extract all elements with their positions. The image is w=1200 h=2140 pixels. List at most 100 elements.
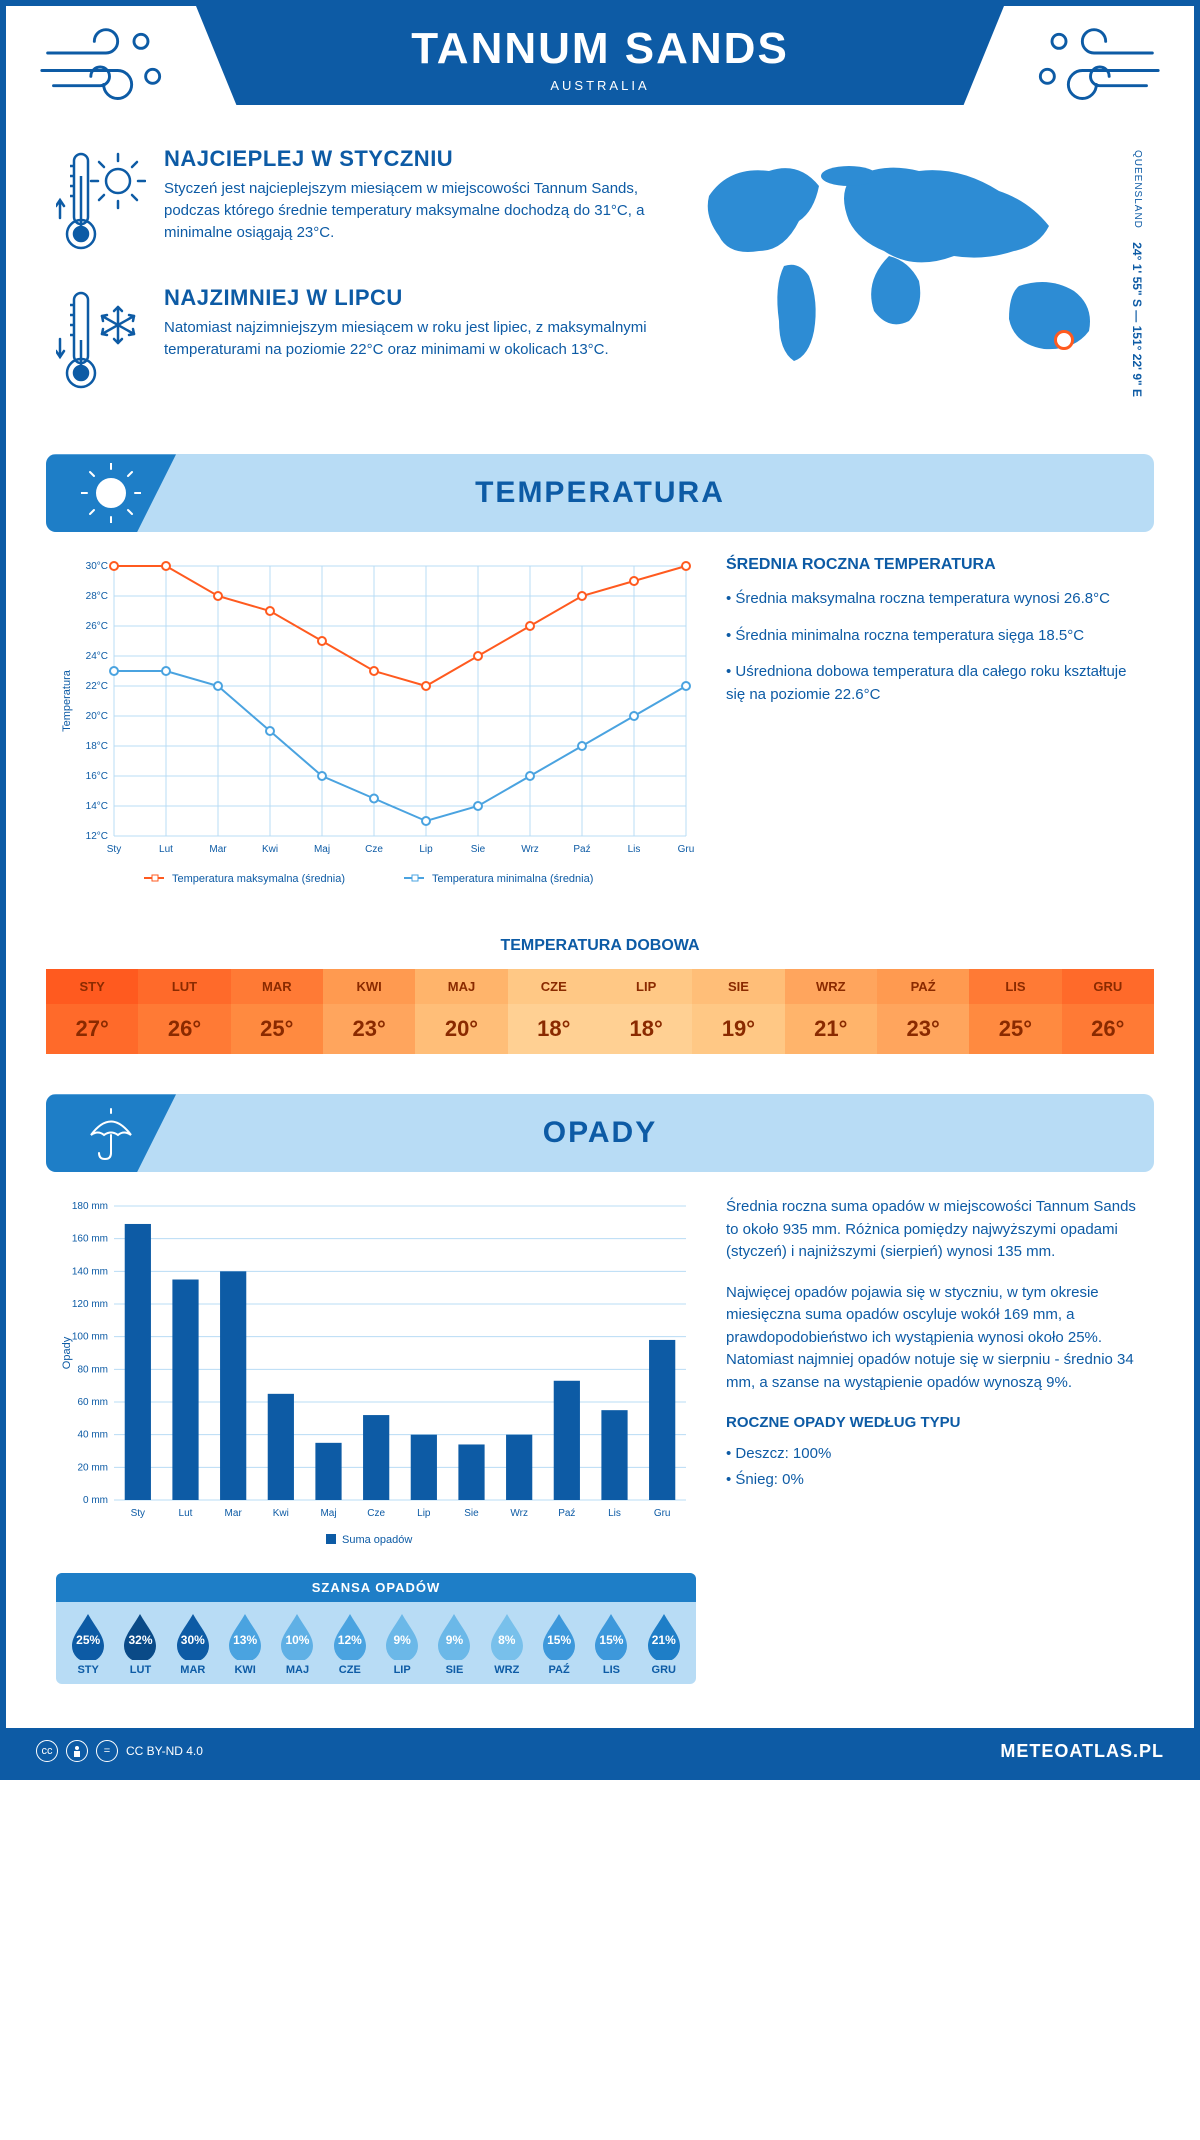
precip-type-line: • Deszcz: 100%	[726, 1443, 1144, 1466]
svg-text:Kwi: Kwi	[273, 1508, 289, 1519]
dobowa-value: 19°	[692, 1004, 784, 1054]
svg-text:160 mm: 160 mm	[72, 1234, 108, 1245]
svg-text:Sie: Sie	[471, 844, 486, 855]
svg-text:14°C: 14°C	[86, 801, 108, 812]
svg-text:24°C: 24°C	[86, 651, 108, 662]
dobowa-month: LIP	[600, 969, 692, 1004]
svg-text:Lut: Lut	[159, 844, 173, 855]
svg-text:Lut: Lut	[179, 1508, 193, 1519]
precip-type-heading: ROCZNE OPADY WEDŁUG TYPU	[726, 1412, 1144, 1435]
dobowa-cell: MAR 25°	[231, 969, 323, 1054]
dobowa-title: TEMPERATURA DOBOWA	[6, 937, 1194, 955]
coordinates: QUEENSLAND 24° 1' 55" S — 151° 22' 9" E	[1124, 146, 1144, 424]
svg-text:20°C: 20°C	[86, 711, 108, 722]
chance-cell: 21% GRU	[638, 1612, 690, 1676]
chance-month: SIE	[428, 1664, 480, 1676]
svg-text:80 mm: 80 mm	[77, 1365, 108, 1376]
cc-icon: cc	[36, 1740, 58, 1762]
title-banner: TANNUM SANDS AUSTRALIA	[196, 6, 1004, 105]
chance-month: PAŹ	[533, 1664, 585, 1676]
dobowa-cell: WRZ 21°	[785, 969, 877, 1054]
chance-cell: 13% KWI	[219, 1612, 271, 1676]
dobowa-value: 20°	[415, 1004, 507, 1054]
nd-icon: =	[96, 1740, 118, 1762]
svg-text:30°C: 30°C	[86, 561, 108, 572]
chance-month: MAR	[167, 1664, 219, 1676]
dobowa-cell: LIS 25°	[969, 969, 1061, 1054]
chance-value: 15%	[539, 1612, 579, 1660]
svg-text:60 mm: 60 mm	[77, 1397, 108, 1408]
wind-icon-left	[36, 18, 176, 116]
dobowa-value: 25°	[969, 1004, 1061, 1054]
chance-month: STY	[62, 1664, 114, 1676]
dobowa-cell: PAŹ 23°	[877, 969, 969, 1054]
dobowa-month: PAŹ	[877, 969, 969, 1004]
by-icon	[66, 1740, 88, 1762]
chance-month: GRU	[638, 1664, 690, 1676]
svg-text:Temperatura: Temperatura	[61, 670, 73, 733]
svg-text:Gru: Gru	[678, 844, 695, 855]
dobowa-cell: STY 27°	[46, 969, 138, 1054]
hot-block: NAJCIEPLEJ W STYCZNIU Styczeń jest najci…	[56, 146, 654, 261]
chance-title: SZANSA OPADÓW	[56, 1573, 696, 1602]
chance-value: 30%	[173, 1612, 213, 1660]
svg-text:Mar: Mar	[209, 844, 227, 855]
drop-icon: 15%	[539, 1612, 579, 1660]
page-subtitle: AUSTRALIA	[216, 78, 984, 93]
temperature-chart: 12°C14°C16°C18°C20°C22°C24°C26°C28°C30°C…	[56, 556, 696, 901]
svg-text:Wrz: Wrz	[521, 844, 539, 855]
precip-type-line: • Śnieg: 0%	[726, 1469, 1144, 1492]
svg-text:Lis: Lis	[608, 1508, 621, 1519]
svg-text:Cze: Cze	[367, 1508, 385, 1519]
svg-text:Lip: Lip	[417, 1508, 431, 1519]
chance-value: 8%	[487, 1612, 527, 1660]
dobowa-month: WRZ	[785, 969, 877, 1004]
temp-notes: ŚREDNIA ROCZNA TEMPERATURA • Średnia mak…	[726, 556, 1144, 901]
svg-text:Temperatura minimalna (średnia: Temperatura minimalna (średnia)	[432, 873, 593, 885]
svg-text:Temperatura maksymalna (średni: Temperatura maksymalna (średnia)	[172, 873, 345, 885]
dobowa-cell: LUT 26°	[138, 969, 230, 1054]
svg-text:Maj: Maj	[320, 1508, 336, 1519]
chance-value: 9%	[382, 1612, 422, 1660]
dobowa-month: SIE	[692, 969, 784, 1004]
thermometer-sun-icon	[56, 146, 146, 261]
wind-icon-right	[1024, 18, 1164, 116]
umbrella-icon	[46, 1094, 176, 1172]
svg-text:Paź: Paź	[573, 844, 590, 855]
svg-text:100 mm: 100 mm	[72, 1332, 108, 1343]
chance-value: 13%	[225, 1612, 265, 1660]
dobowa-month: GRU	[1062, 969, 1154, 1004]
svg-text:Lip: Lip	[419, 844, 433, 855]
cold-body: Natomiast najzimniejszym miesiącem w rok…	[164, 317, 654, 361]
drop-icon: 30%	[173, 1612, 213, 1660]
svg-text:Sty: Sty	[131, 1508, 145, 1519]
svg-text:140 mm: 140 mm	[72, 1267, 108, 1278]
dobowa-value: 26°	[138, 1004, 230, 1054]
drop-icon: 25%	[68, 1612, 108, 1660]
page-title: TANNUM SANDS	[216, 24, 984, 74]
dobowa-month: KWI	[323, 969, 415, 1004]
dobowa-value: 26°	[1062, 1004, 1154, 1054]
dobowa-month: LUT	[138, 969, 230, 1004]
chance-value: 9%	[434, 1612, 474, 1660]
license-text: CC BY-ND 4.0	[126, 1744, 203, 1758]
svg-text:Suma opadów: Suma opadów	[342, 1534, 412, 1546]
hot-heading: NAJCIEPLEJ W STYCZNIU	[164, 146, 654, 172]
chance-cell: 9% LIP	[376, 1612, 428, 1676]
chance-cell: 15% PAŹ	[533, 1612, 585, 1676]
chance-month: LUT	[114, 1664, 166, 1676]
license-block: cc = CC BY-ND 4.0	[36, 1740, 203, 1762]
chance-cell: 25% STY	[62, 1612, 114, 1676]
chance-value: 15%	[591, 1612, 631, 1660]
svg-text:Sty: Sty	[107, 844, 121, 855]
svg-text:22°C: 22°C	[86, 681, 108, 692]
precip-p1: Średnia roczna suma opadów w miejscowośc…	[726, 1196, 1144, 1264]
chance-cell: 8% WRZ	[481, 1612, 533, 1676]
dobowa-month: MAR	[231, 969, 323, 1004]
svg-text:120 mm: 120 mm	[72, 1299, 108, 1310]
chance-cell: 9% SIE	[428, 1612, 480, 1676]
dobowa-month: LIS	[969, 969, 1061, 1004]
world-map	[684, 146, 1124, 424]
chance-cell: 10% MAJ	[271, 1612, 323, 1676]
dobowa-cell: MAJ 20°	[415, 969, 507, 1054]
